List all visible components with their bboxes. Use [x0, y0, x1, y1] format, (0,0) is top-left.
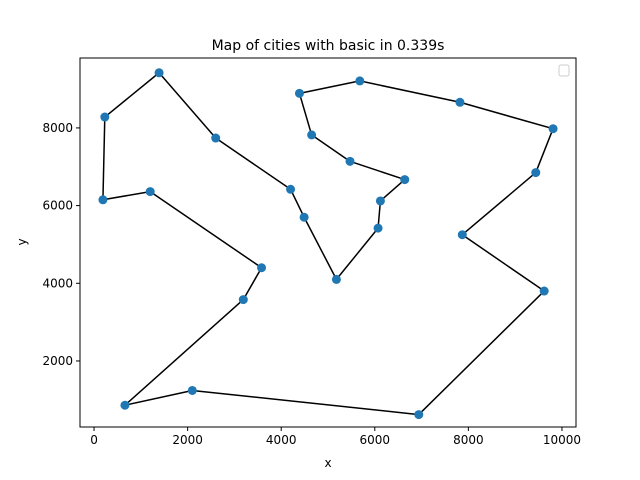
point-layer [98, 68, 558, 420]
city-point [531, 168, 541, 178]
route-segment [104, 72, 160, 118]
route-segment [242, 267, 263, 300]
x-axis-ticks: 0 2000 4000 6000 8000 10000 [90, 427, 581, 447]
city-point [211, 133, 221, 143]
y-tick-label: 2000 [42, 354, 73, 368]
route-segment [124, 299, 244, 406]
route-segment [192, 389, 419, 416]
route-segment [461, 172, 537, 236]
city-point [100, 112, 110, 122]
route-segment [124, 389, 193, 406]
plot-frame [79, 57, 577, 428]
route-segment [102, 190, 151, 201]
y-tick-label: 8000 [42, 121, 73, 135]
city-point [98, 195, 108, 205]
city-point [257, 263, 267, 273]
city-point [375, 196, 385, 206]
city-point [154, 68, 164, 78]
route-segment [418, 290, 545, 416]
route-segment [459, 101, 554, 130]
x-tick-label: 10000 [543, 433, 581, 447]
route-segment [379, 179, 406, 202]
route-segment [149, 190, 262, 269]
x-tick-label: 0 [90, 433, 98, 447]
route-segment [289, 188, 305, 218]
city-point [187, 385, 197, 395]
city-point [414, 410, 424, 420]
route-segment [535, 128, 554, 173]
route-segment [215, 137, 291, 190]
y-axis-label: y [15, 238, 29, 245]
city-point [373, 223, 383, 233]
route-segment [335, 227, 379, 280]
x-tick-label: 6000 [360, 433, 391, 447]
city-point [238, 295, 248, 305]
route-segment [359, 80, 461, 104]
city-point [345, 156, 355, 166]
y-tick-label: 6000 [42, 199, 73, 213]
route-segment [158, 72, 217, 139]
route-segment [299, 80, 360, 95]
route-segment [377, 200, 382, 229]
chart-title: Map of cities with basic in 0.339s [212, 38, 445, 54]
route-segment [311, 134, 351, 162]
city-point [539, 286, 549, 296]
city-point [400, 175, 410, 185]
city-point [457, 230, 467, 240]
route-layer [102, 72, 554, 416]
city-point [294, 88, 304, 98]
route-segment [102, 117, 106, 200]
city-point [355, 76, 365, 86]
route-segment [349, 160, 405, 181]
route-segment [303, 216, 338, 280]
city-point [331, 274, 341, 284]
x-tick-label: 2000 [172, 433, 203, 447]
route-segment [298, 93, 313, 136]
x-tick-label: 8000 [453, 433, 484, 447]
y-tick-label: 4000 [42, 276, 73, 290]
city-point [548, 124, 558, 134]
city-point [307, 130, 317, 140]
x-tick-label: 4000 [266, 433, 297, 447]
city-point [286, 184, 296, 194]
y-axis-ticks: 2000 4000 6000 8000 [42, 121, 80, 368]
route-segment [461, 234, 545, 292]
city-point [299, 212, 309, 222]
legend-box [558, 64, 570, 77]
city-point [455, 97, 465, 107]
city-point [145, 187, 155, 197]
x-axis-label: x [324, 456, 331, 470]
city-point [120, 400, 130, 410]
